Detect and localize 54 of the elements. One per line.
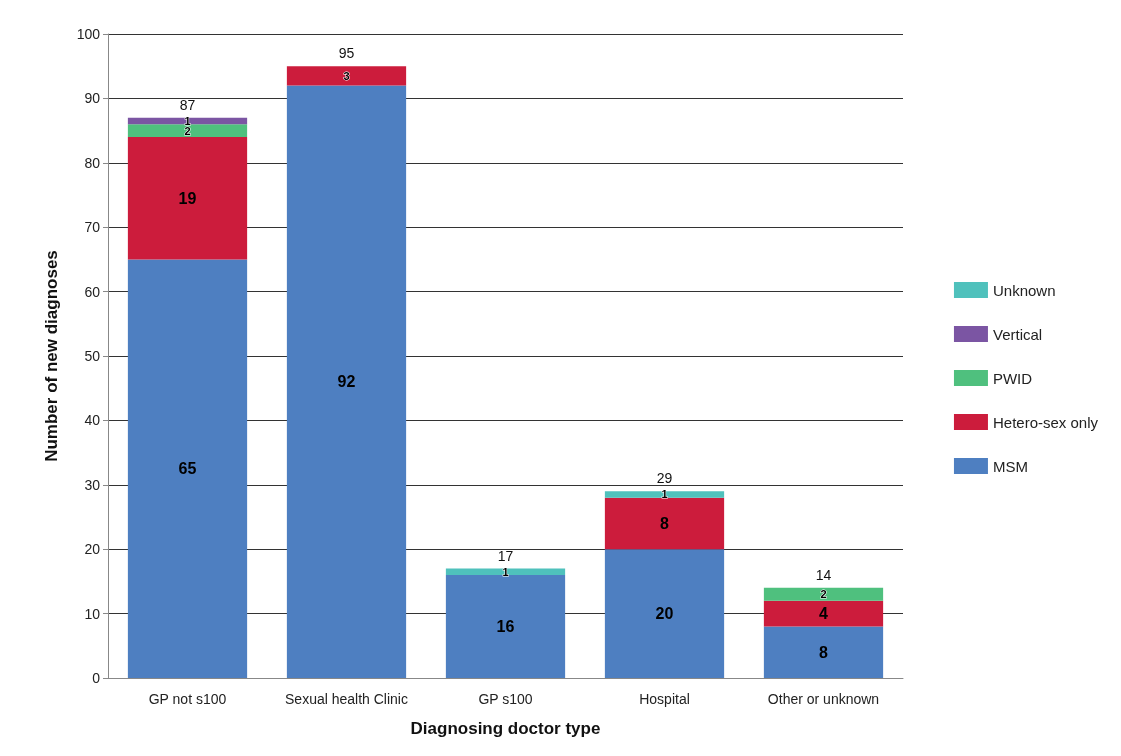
x-tick-label: GP s100 xyxy=(478,691,533,707)
y-tick-label: 40 xyxy=(84,412,101,429)
total-label: 87 xyxy=(179,96,196,113)
legend-label: Unknown xyxy=(992,281,1056,299)
data-label: 3 xyxy=(343,69,350,82)
x-tick-label: Hospital xyxy=(639,691,690,707)
bar xyxy=(286,66,407,86)
x-tick-label: GP not s100 xyxy=(148,691,227,707)
bar xyxy=(763,626,884,678)
y-tick-label: 100 xyxy=(76,26,101,42)
data-label: 1 xyxy=(184,114,191,127)
y-tick-label: 20 xyxy=(84,541,101,558)
bar xyxy=(286,85,407,678)
bar xyxy=(127,259,248,678)
x-axis-title: Diagnosing doctor type xyxy=(410,719,601,738)
data-label: 8 xyxy=(660,514,670,532)
y-tick-label: 60 xyxy=(84,283,101,300)
bar xyxy=(604,491,725,498)
bar xyxy=(127,124,248,138)
legend-label: Hetero-sex only xyxy=(992,413,1099,431)
y-tick-label: 50 xyxy=(84,348,101,364)
y-tick-label: 0 xyxy=(92,670,101,686)
bar xyxy=(127,137,248,260)
y-tick-label: 90 xyxy=(84,90,101,107)
x-tick-label: Sexual health Clinic xyxy=(285,691,408,707)
legend-label: Vertical xyxy=(992,325,1043,343)
bar xyxy=(763,587,884,601)
total-label: 95 xyxy=(338,45,355,62)
y-tick-label: 70 xyxy=(84,219,101,236)
data-label: 2 xyxy=(184,124,191,137)
y-tick-label: 30 xyxy=(84,476,101,493)
data-label: 16 xyxy=(496,617,515,635)
data-label: 65 xyxy=(178,460,197,478)
bar xyxy=(604,549,725,678)
data-label: 19 xyxy=(178,189,197,207)
legend-label: MSM xyxy=(992,457,1028,475)
data-label: 2 xyxy=(820,588,827,601)
legend-label: PWID xyxy=(992,369,1033,387)
data-label: 4 xyxy=(819,605,829,623)
bar xyxy=(763,600,884,627)
data-label: 1 xyxy=(661,488,668,501)
total-label: 17 xyxy=(497,547,514,564)
total-label: 14 xyxy=(815,566,832,583)
total-label: 29 xyxy=(656,470,673,487)
data-label: 1 xyxy=(502,565,509,578)
y-tick-label: 10 xyxy=(84,605,101,622)
y-axis-title: Number of new diagnoses xyxy=(42,250,61,462)
data-label: 8 xyxy=(819,643,829,661)
y-tick-label: 80 xyxy=(84,154,101,171)
bar xyxy=(445,574,566,678)
bar xyxy=(604,497,725,550)
x-tick-label: Other or unknown xyxy=(767,691,880,707)
data-label: 20 xyxy=(655,605,674,623)
data-label: 92 xyxy=(337,373,356,391)
